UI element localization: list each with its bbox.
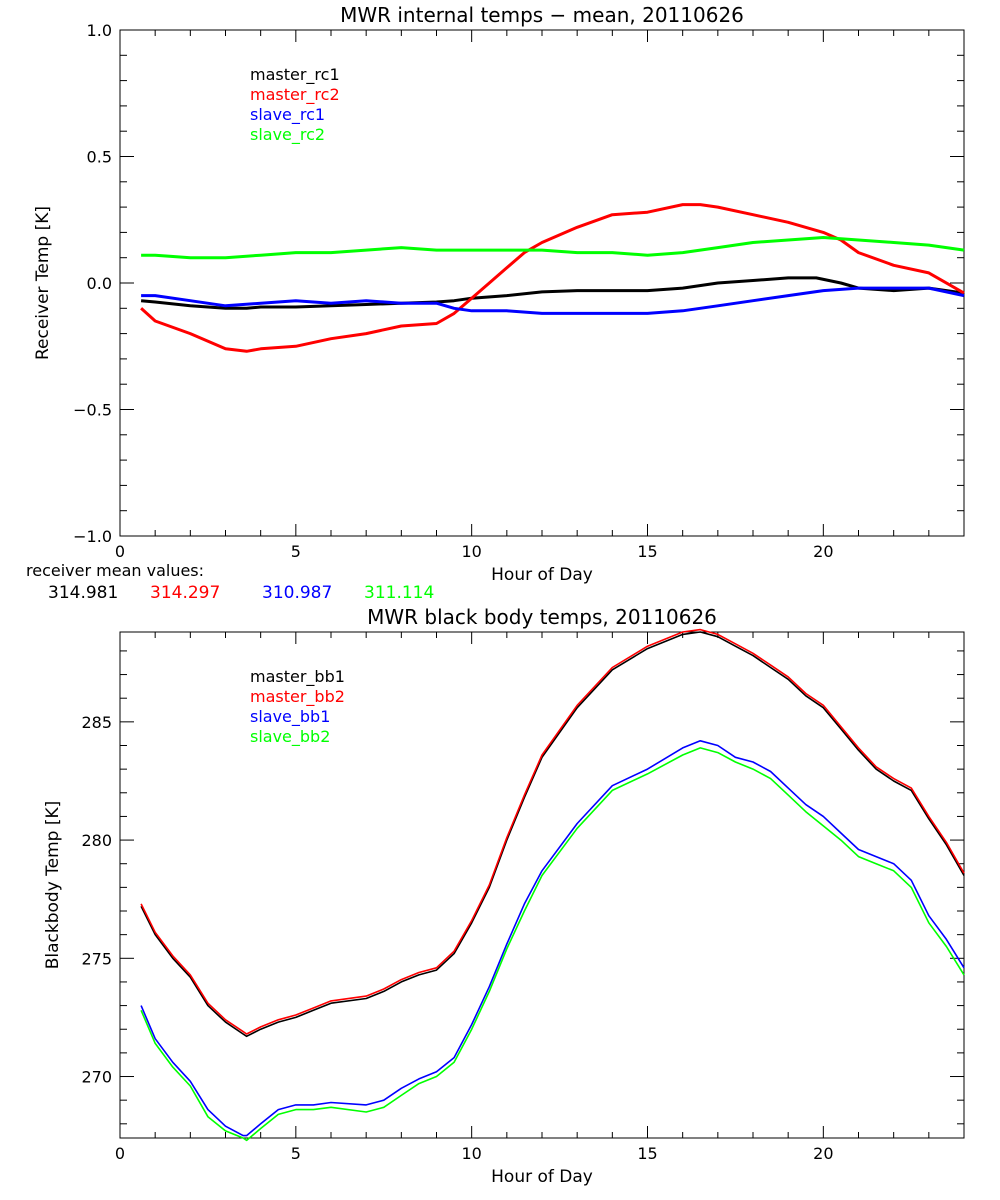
x-tick-label: 20	[813, 1144, 833, 1163]
chart-title: MWR black body temps, 20110626	[367, 605, 717, 629]
receiver-mean-label: receiver mean values:	[26, 561, 204, 580]
series-line-slave-bb1	[140, 739, 965, 1137]
receiver-mean-values: receiver mean values: 314.981 314.297 310.9…	[26, 561, 434, 603]
receiver-mean-value: 311.114	[364, 583, 434, 603]
legend-entry-master-bb1: master_bb1	[250, 667, 345, 687]
chart-panel-2: MWR black body temps, 20110626 0 5 10 15 20 27…	[43, 605, 965, 1187]
legend-entry-slave-bb2: slave_bb2	[250, 727, 330, 747]
x-tick-label: 0	[115, 1144, 125, 1163]
receiver-mean-value: 314.981	[48, 583, 118, 603]
legend-entry-master-rc2: master_rc2	[250, 85, 340, 105]
series-line-slave-rc2	[141, 236, 965, 260]
y-tick-label: −1.0	[73, 527, 112, 546]
series-line-master-rc1	[140, 276, 965, 310]
y-axis-label: Blackbody Temp [K]	[43, 801, 63, 970]
y-tick-label: −0.5	[73, 401, 112, 420]
x-tick-label: 10	[461, 1144, 481, 1163]
x-tick-label: 10	[461, 542, 481, 561]
x-tick-label: 5	[291, 542, 301, 561]
x-tick-label: 20	[813, 542, 833, 561]
x-axis-label: Hour of Day	[491, 1167, 593, 1187]
legend-entry-slave-rc2: slave_rc2	[250, 125, 325, 145]
legend-entry-slave-bb1: slave_bb1	[250, 707, 330, 727]
legend-entry-master-bb2: master_bb2	[250, 687, 345, 707]
series-line-master-rc2	[140, 203, 965, 353]
x-axis-label: Hour of Day	[491, 565, 593, 585]
y-tick-label: 270	[81, 1068, 112, 1087]
legend-entry-slave-rc1: slave_rc1	[250, 105, 325, 125]
chart-title: MWR internal temps − mean, 20110626	[340, 3, 744, 27]
y-tick-label: 285	[81, 713, 112, 732]
series-line-master-bb2	[140, 628, 965, 1035]
series-line-master-bb1	[140, 631, 965, 1038]
chart-panel-1: MWR internal temps − mean, 20110626 0 5 10 1…	[33, 3, 965, 585]
x-tick-label: 5	[291, 1144, 301, 1163]
x-tick-label: 15	[637, 1144, 657, 1163]
plot-frame	[119, 631, 965, 1139]
y-tick-label: 280	[81, 831, 112, 850]
legend-entry-master-rc1: master_rc1	[250, 65, 340, 85]
x-tick-label: 15	[637, 542, 657, 561]
y-axis-label: Receiver Temp [K]	[33, 206, 53, 360]
y-tick-label: 0.0	[87, 274, 112, 293]
x-tick-label: 0	[115, 542, 125, 561]
series-line-slave-rc1	[141, 286, 965, 315]
receiver-mean-value: 310.987	[262, 583, 332, 603]
y-tick-label: 1.0	[87, 21, 112, 40]
y-tick-label: 275	[81, 949, 112, 968]
series-line-slave-bb2	[140, 747, 965, 1142]
receiver-mean-value: 314.297	[150, 583, 220, 603]
y-tick-label: 0.5	[87, 148, 112, 167]
